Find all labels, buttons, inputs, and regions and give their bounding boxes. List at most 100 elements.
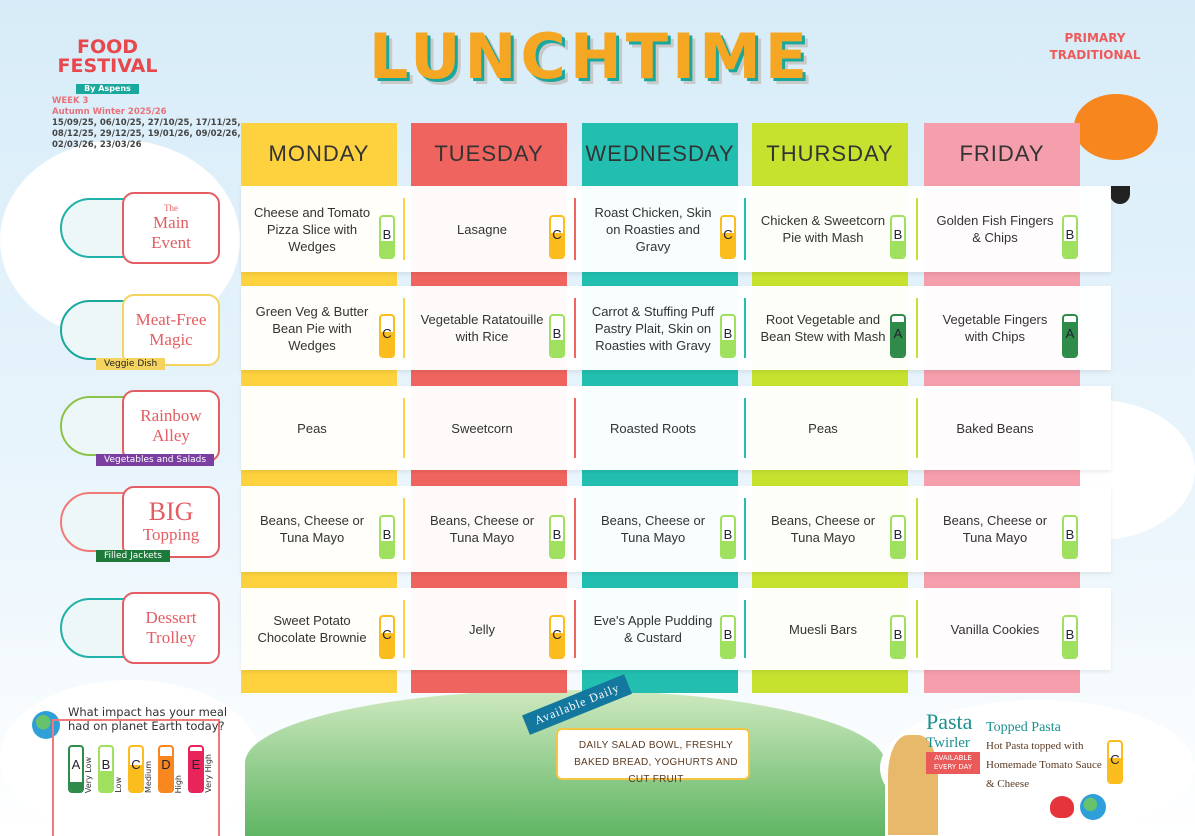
divider xyxy=(744,398,746,458)
legend-level: B Low xyxy=(98,745,123,793)
dish-name: Vegetable Fingers with Chips xyxy=(942,312,1048,344)
divider xyxy=(574,498,576,560)
menu-type: PRIMARY TRADITIONAL xyxy=(1049,31,1141,62)
dish-name: Chicken & Sweetcorn Pie with Mash xyxy=(760,213,886,245)
menu-row: Beans, Cheese or Tuna Mayo B Beans, Cheese… xyxy=(241,486,1111,572)
rating-badge: E xyxy=(188,745,204,793)
section-label: Rainbow Alley Vegetables and Salads xyxy=(60,390,220,466)
dish-name: Vanilla Cookies xyxy=(950,621,1040,637)
divider xyxy=(916,398,918,458)
dish-cell: Eve's Apple Pudding & Custard xyxy=(582,588,742,670)
divider xyxy=(744,498,746,560)
section-label: Dessert Trolley xyxy=(60,592,220,664)
dish-cell: Roasted Roots xyxy=(582,386,742,470)
dish-cell: Golden Fish Fingers & Chips xyxy=(924,186,1084,272)
dish-name: Root Vegetable and Bean Stew with Mash xyxy=(760,312,886,344)
section-title: Dessert Trolley xyxy=(122,592,220,664)
season: Autumn Winter 2025/26 xyxy=(52,107,167,117)
legend-level: C Medium xyxy=(128,745,153,793)
rating-badge: A xyxy=(890,314,906,358)
divider xyxy=(574,298,576,358)
food-festival-logo: FOOD FESTIVAL By Aspens xyxy=(57,36,158,94)
rating-badge: B xyxy=(890,215,906,259)
dish-cell: Sweetcorn xyxy=(411,386,571,470)
dish-cell: Vegetable Fingers with Chips xyxy=(924,286,1084,370)
dish-name: Vegetable Ratatouille with Rice xyxy=(420,312,544,344)
section-title: The Main Event xyxy=(122,192,220,264)
divider xyxy=(574,198,576,260)
rating-badge: B xyxy=(549,515,565,559)
dish-name: Roast Chicken, Skin on Roasties and Grav… xyxy=(594,204,712,254)
dish-cell: Baked Beans xyxy=(924,386,1084,470)
section-label: BIG Topping Filled Jackets xyxy=(60,486,220,562)
pumpkin-balloon-icon xyxy=(1074,94,1158,160)
rating-badge: A xyxy=(1062,314,1078,358)
dish-name: Peas xyxy=(297,420,327,436)
dish-cell: Peas xyxy=(752,386,912,470)
rating-badge: B xyxy=(379,215,395,259)
menu-row: Sweet Potato Chocolate Brownie C Jelly C Eve… xyxy=(241,588,1111,670)
dish-name: Beans, Cheese or Tuna Mayo xyxy=(770,513,876,545)
day-header: TUESDAY xyxy=(434,141,544,166)
section-title: Meat-Free Magic xyxy=(122,294,220,366)
dish-cell: Beans, Cheese or Tuna Mayo xyxy=(752,486,912,572)
pasta-twirl-icon xyxy=(888,735,938,835)
pasta-twirler-title: Pasta Twirler AVAILABLE EVERY DAY xyxy=(926,710,980,774)
dish-name: Muesli Bars xyxy=(789,621,857,637)
rating-badge: C xyxy=(720,215,736,259)
section-tag: Veggie Dish xyxy=(96,358,166,370)
dish-name: Beans, Cheese or Tuna Mayo xyxy=(942,513,1048,545)
available-daily-box: DAILY SALAD BOWL, FRESHLY BAKED BREAD, Y… xyxy=(556,728,750,785)
rating-badge: B xyxy=(549,314,565,358)
menu-row: Green Veg & Butter Bean Pie with Wedges C… xyxy=(241,286,1111,370)
divider xyxy=(916,600,918,658)
dish-name: Cheese and Tomato Pizza Slice with Wedge… xyxy=(253,204,371,254)
rating-badge: B xyxy=(720,515,736,559)
divider xyxy=(574,600,576,658)
rating-badge: B xyxy=(720,615,736,659)
section-tag: Vegetables and Salads xyxy=(96,454,215,466)
rating-badge: B xyxy=(720,314,736,358)
dish-name: Beans, Cheese or Tuna Mayo xyxy=(429,513,535,545)
legend-frame xyxy=(52,719,220,836)
earth-mascot-icon xyxy=(1080,794,1106,820)
dish-name: Peas xyxy=(808,420,838,436)
dish-cell: Roast Chicken, Skin on Roasties and Grav… xyxy=(582,186,742,272)
dish-name: Beans, Cheese or Tuna Mayo xyxy=(600,513,706,545)
legend-question: What impact has your meal had on planet … xyxy=(68,705,228,733)
day-header: FRIDAY xyxy=(959,141,1045,166)
divider xyxy=(916,198,918,260)
dish-cell: Peas xyxy=(241,386,401,470)
rating-badge: B xyxy=(1062,215,1078,259)
dish-name: Eve's Apple Pudding & Custard xyxy=(593,613,713,645)
page-title: LUNCHTIME xyxy=(368,20,812,93)
rating-badge: B xyxy=(1062,615,1078,659)
rating-badge: B xyxy=(98,745,114,793)
rating-badge: C xyxy=(128,745,144,793)
cauldron-icon xyxy=(1110,186,1130,204)
divider xyxy=(744,298,746,358)
dish-cell: Jelly xyxy=(411,588,571,670)
section-label: Meat-Free Magic Veggie Dish xyxy=(60,294,220,370)
available-every-day-badge: AVAILABLE EVERY DAY xyxy=(926,752,980,774)
earth-mascot-icon xyxy=(32,711,60,739)
rating-badge: B xyxy=(1062,515,1078,559)
divider xyxy=(403,298,405,358)
dish-cell: Beans, Cheese or Tuna Mayo xyxy=(241,486,401,572)
dish-name: Sweetcorn xyxy=(451,420,513,436)
dates: 15/09/25, 06/10/25, 27/10/25, 17/11/25, … xyxy=(52,118,241,150)
topped-pasta-description: Topped Pasta Hot Pasta topped with Homem… xyxy=(986,720,1102,790)
dish-cell: Muesli Bars xyxy=(752,588,912,670)
menu-row: Peas Sweetcorn Roasted Roots Peas Baked Bean… xyxy=(241,386,1111,470)
dish-cell: Root Vegetable and Bean Stew with Mash xyxy=(752,286,912,370)
dish-cell: Green Veg & Butter Bean Pie with Wedges xyxy=(241,286,401,370)
divider xyxy=(916,498,918,560)
dish-cell: Beans, Cheese or Tuna Mayo xyxy=(582,486,742,572)
divider xyxy=(916,298,918,358)
rating-badge: A xyxy=(68,745,84,793)
legend-level: D High xyxy=(158,745,183,793)
dish-cell: Sweet Potato Chocolate Brownie xyxy=(241,588,401,670)
rating-badge: B xyxy=(890,615,906,659)
section-label: The Main Event xyxy=(60,192,220,264)
dish-name: Golden Fish Fingers & Chips xyxy=(936,213,1054,245)
